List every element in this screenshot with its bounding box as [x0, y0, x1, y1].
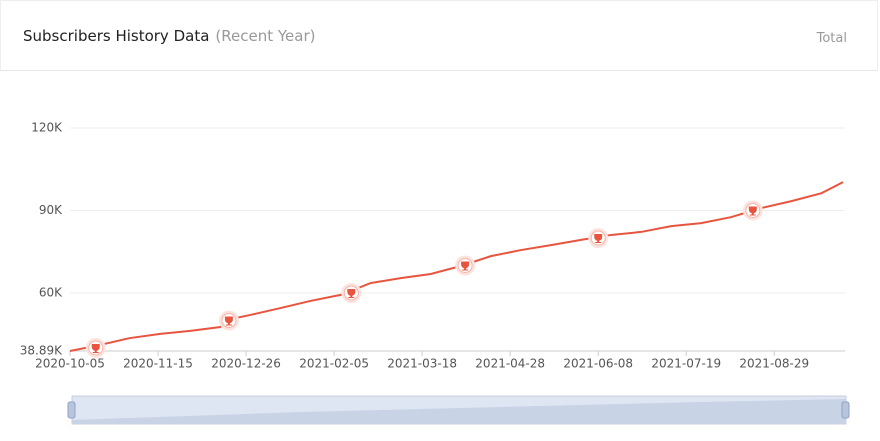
title: Subscribers History Data (Recent Year): [23, 27, 315, 45]
x-tick-label: 2020-10-05: [35, 357, 105, 371]
x-tick-label: 2020-12-26: [211, 357, 281, 371]
title-text: Subscribers History Data: [23, 27, 210, 45]
subtitle: (Recent Year): [215, 27, 316, 45]
x-tick-label: 2020-11-15: [123, 357, 193, 371]
x-tick-label: 2021-06-08: [563, 357, 633, 371]
x-tick-label: 2021-04-28: [475, 357, 545, 371]
x-tick-label: 2021-07-19: [651, 357, 721, 371]
zoom-slider[interactable]: [67, 395, 850, 425]
x-tick-label: 2021-03-18: [387, 357, 457, 371]
x-tick-label: 2021-02-05: [299, 357, 369, 371]
milestone-marker: [742, 200, 763, 221]
y-tick-label: 90K: [39, 203, 63, 217]
trophy-icon: [748, 206, 757, 216]
trophy-icon: [91, 343, 100, 353]
milestone-marker: [455, 255, 476, 276]
total-tab[interactable]: Total: [816, 31, 847, 46]
trophy-icon: [224, 316, 233, 326]
trophy-icon: [594, 233, 603, 243]
trophy-icon: [347, 288, 356, 298]
y-tick-label: 60K: [39, 285, 63, 299]
x-tick-label: 2021-08-29: [739, 357, 809, 371]
milestone-marker: [85, 337, 106, 358]
header: Subscribers History Data (Recent Year) To…: [0, 0, 878, 71]
y-tick-label: 120K: [31, 121, 63, 135]
milestone-marker: [218, 310, 239, 331]
trophy-icon: [461, 261, 470, 271]
line: [69, 181, 844, 352]
y-tick-label: 38.89K: [20, 344, 63, 358]
milestone-marker: [341, 282, 362, 303]
milestone-marker: [588, 227, 609, 248]
